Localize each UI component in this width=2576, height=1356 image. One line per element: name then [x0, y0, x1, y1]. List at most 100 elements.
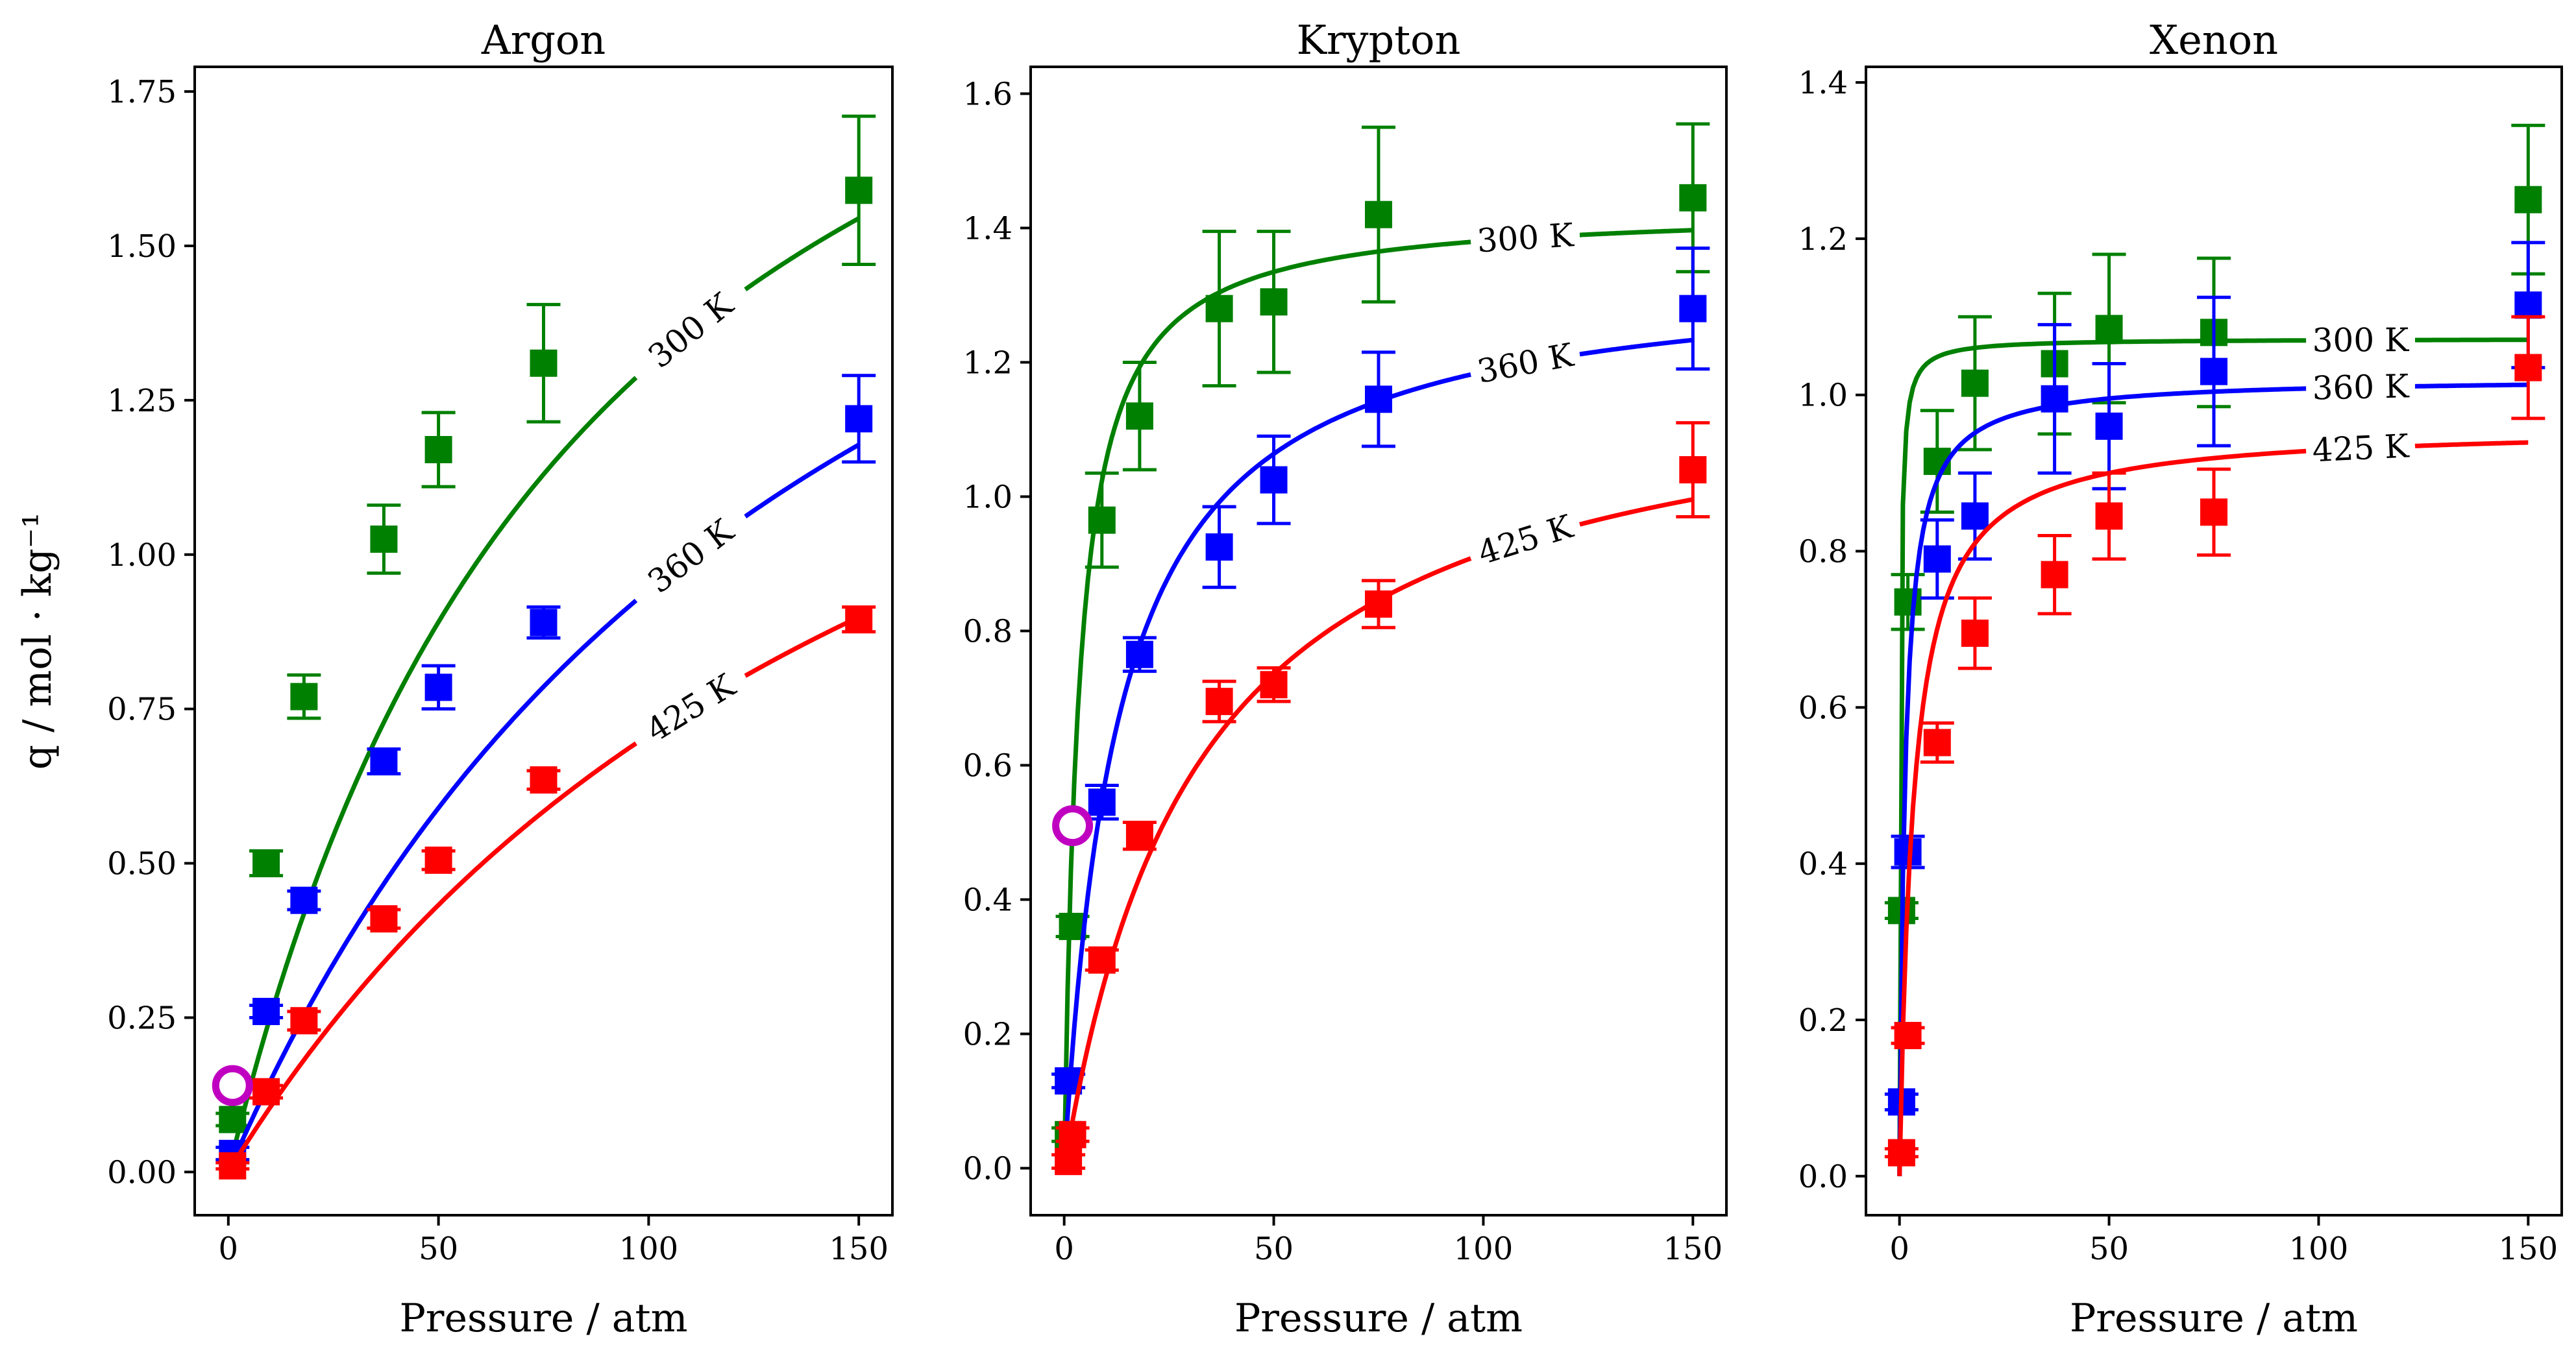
- y-tick-label: 0.50: [107, 846, 177, 882]
- fit-curve-300k: [1580, 228, 1693, 237]
- curve-label: 425 K: [2311, 427, 2410, 469]
- y-tick-label: 0.8: [963, 613, 1012, 649]
- data-point: [1055, 1148, 1083, 1176]
- reference-marker: [1052, 805, 1094, 847]
- data-point: [1365, 385, 1392, 413]
- fit-curve-300k: [1897, 338, 2307, 1176]
- x-tick-label: 50: [419, 1231, 458, 1267]
- data-point: [1887, 1139, 1915, 1167]
- data-point: [1923, 729, 1951, 757]
- data-point: [1961, 619, 1989, 647]
- y-tick-label: 0.00: [107, 1154, 177, 1191]
- x-tick-label: 0: [1054, 1231, 1074, 1267]
- panel-argon: Argon Pressure / atm q / mol · kg⁻¹ 300 …: [15, 16, 894, 1341]
- data-point: [370, 747, 398, 775]
- y-tick-label: 0.4: [963, 882, 1012, 919]
- y-tick-label: 0.2: [963, 1017, 1012, 1053]
- curve-label: 360 K: [641, 511, 742, 601]
- curve-label: 360 K: [2312, 367, 2410, 407]
- fit-curve-300k: [744, 216, 860, 292]
- fit-curve-360k: [1062, 372, 1471, 1168]
- data-point: [1365, 590, 1392, 618]
- panel-krypton: Krypton Pressure / atm 300 K 360 K 425 K 0 5…: [963, 16, 1728, 1341]
- data-point: [252, 1078, 280, 1106]
- curve-label: 300 K: [2312, 321, 2410, 359]
- y-tick-label: 0.25: [107, 1000, 177, 1036]
- curve-label: 360 K: [1475, 336, 1577, 391]
- fit-curve-425k: [1579, 497, 1693, 527]
- data-point: [1205, 533, 1233, 561]
- x-tick-label: 150: [2499, 1231, 2558, 1267]
- data-point: [370, 525, 398, 553]
- data-point: [2514, 354, 2542, 381]
- data-point: [530, 766, 558, 794]
- fit-curve-360k: [2415, 382, 2529, 389]
- y-tick-label: 0.0: [1798, 1159, 1848, 1195]
- data-point: [219, 1152, 247, 1180]
- y-tick-label: 0.0: [963, 1151, 1012, 1187]
- data-point: [1059, 1120, 1086, 1148]
- panel-title: Xenon: [2150, 16, 2278, 64]
- x-tick-label: 50: [2089, 1231, 2129, 1267]
- data-point: [219, 1106, 247, 1133]
- plot-frame: [1029, 66, 1728, 1217]
- x-axis-label: Pressure / atm: [399, 1296, 687, 1341]
- plot-frame: [193, 66, 894, 1217]
- fit-curve-425k: [1062, 556, 1472, 1169]
- data-point: [1125, 822, 1153, 850]
- y-tick-label: 0.75: [107, 692, 177, 728]
- fit-curve-360k: [744, 442, 860, 519]
- data-point: [2041, 385, 2068, 413]
- data-point: [1088, 506, 1116, 534]
- data-point: [530, 349, 558, 377]
- data-point: [424, 436, 452, 463]
- x-tick-label: 100: [1454, 1231, 1514, 1267]
- data-point: [2095, 412, 2123, 440]
- fit-curve-425k: [2414, 440, 2529, 448]
- y-tick-label: 1.75: [107, 74, 177, 110]
- curve-label: 425 K: [1473, 507, 1578, 572]
- data-point: [1260, 288, 1288, 316]
- data-point: [1205, 295, 1233, 322]
- data-point: [1894, 588, 1922, 616]
- fit-curve-360k: [1897, 386, 2307, 1176]
- y-tick-label: 0.6: [963, 747, 1012, 784]
- data-point: [1961, 502, 1989, 530]
- data-point: [1679, 456, 1707, 484]
- y-tick-label: 1.4: [963, 210, 1012, 247]
- data-point: [845, 605, 873, 633]
- data-point: [1365, 200, 1392, 228]
- data-point: [1894, 1022, 1922, 1050]
- data-point: [252, 849, 280, 877]
- data-point: [252, 997, 280, 1025]
- x-tick-label: 100: [619, 1231, 679, 1267]
- data-point: [2514, 186, 2542, 213]
- data-point: [1679, 295, 1707, 322]
- panel-title: Argon: [481, 16, 606, 64]
- y-tick-label: 1.2: [963, 345, 1012, 381]
- data-point: [2095, 502, 2123, 530]
- panel-title: Krypton: [1297, 16, 1461, 64]
- y-tick-label: 0.6: [1798, 690, 1848, 726]
- x-tick-label: 100: [2289, 1231, 2349, 1267]
- data-point: [845, 405, 873, 433]
- x-axis-label: Pressure / atm: [2070, 1296, 2358, 1341]
- y-tick-label: 0.4: [1798, 846, 1848, 882]
- data-point: [2095, 315, 2123, 343]
- data-point: [290, 683, 318, 710]
- data-point: [1923, 545, 1951, 573]
- data-point: [1260, 466, 1288, 494]
- y-axis-label: q / mol · kg⁻¹: [15, 513, 60, 770]
- fit-curve-300k: [1062, 239, 1471, 1168]
- data-point: [424, 846, 452, 874]
- fit-curve-425k: [744, 614, 860, 678]
- data-point: [1205, 688, 1233, 716]
- fit-curve-300k: [226, 376, 638, 1173]
- curve-label: 425 K: [640, 666, 742, 749]
- x-tick-label: 50: [1254, 1231, 1294, 1267]
- data-point: [424, 673, 452, 701]
- y-tick-label: 0.8: [1798, 534, 1848, 570]
- x-tick-label: 150: [1663, 1231, 1723, 1267]
- panel-xenon: Xenon Pressure / atm 300 K 360 K 425 K 0 50 1…: [1798, 16, 2563, 1341]
